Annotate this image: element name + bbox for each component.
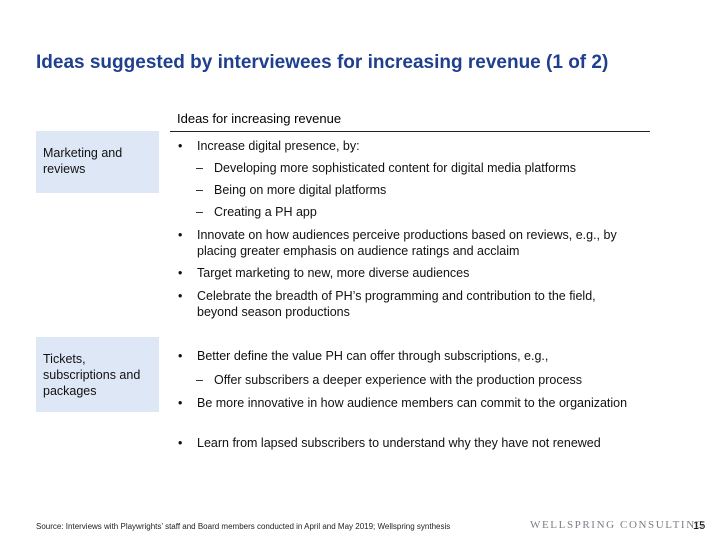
sub-bullet-text: Creating a PH app bbox=[214, 205, 317, 219]
sub-bullet-item: – Creating a PH app bbox=[196, 204, 646, 220]
column-header-rule bbox=[170, 131, 650, 132]
column-header: Ideas for increasing revenue bbox=[177, 111, 342, 126]
category-marketing-and-reviews: Marketing and reviews bbox=[36, 131, 159, 193]
dash-marker: – bbox=[196, 373, 203, 387]
bullet-marker: • bbox=[178, 139, 183, 153]
bullet-text: Innovate on how audiences perceive produ… bbox=[197, 228, 617, 258]
sub-bullet-text: Offer subscribers a deeper experience wi… bbox=[214, 373, 583, 387]
sub-bullet-item: – Developing more sophisticated content … bbox=[196, 160, 646, 176]
bullet-text: Increase digital presence, by: bbox=[197, 139, 360, 153]
bullet-item: • Increase digital presence, by: bbox=[178, 138, 638, 154]
company-logo: WELLSPRING CONSULTING bbox=[530, 519, 706, 531]
bullet-marker: • bbox=[178, 436, 183, 450]
bullet-marker: • bbox=[178, 349, 183, 363]
page-number: 15 bbox=[693, 520, 706, 532]
bullet-item: • Target marketing to new, more diverse … bbox=[178, 265, 638, 281]
sub-bullet-text: Developing more sophisticated content fo… bbox=[214, 161, 576, 175]
bullet-text: Be more innovative in how audience membe… bbox=[197, 396, 628, 410]
bullet-item: • Be more innovative in how audience mem… bbox=[178, 395, 638, 411]
dash-marker: – bbox=[196, 183, 203, 197]
dash-marker: – bbox=[196, 205, 203, 219]
category-tickets-subscriptions-packages: Tickets, subscriptions and packages bbox=[36, 337, 159, 412]
bullet-item: • Learn from lapsed subscribers to under… bbox=[178, 435, 638, 451]
bullet-item: • Celebrate the breadth of PH’s programm… bbox=[178, 288, 638, 320]
bullet-marker: • bbox=[178, 396, 183, 410]
bullet-text: Target marketing to new, more diverse au… bbox=[197, 266, 470, 280]
page-title: Ideas suggested by interviewees for incr… bbox=[36, 52, 609, 73]
bullet-text: Better define the value PH can offer thr… bbox=[197, 349, 549, 363]
bullet-marker: • bbox=[178, 228, 183, 242]
sub-bullet-item: – Being on more digital platforms bbox=[196, 182, 646, 198]
source-note: Source: Interviews with Playwrights’ sta… bbox=[36, 522, 451, 531]
sub-bullet-item: – Offer subscribers a deeper experience … bbox=[196, 372, 646, 388]
sub-bullet-text: Being on more digital platforms bbox=[214, 183, 387, 197]
bullet-item: • Better define the value PH can offer t… bbox=[178, 348, 638, 364]
bullet-text: Celebrate the breadth of PH’s programmin… bbox=[197, 289, 596, 319]
dash-marker: – bbox=[196, 161, 203, 175]
bullet-marker: • bbox=[178, 266, 183, 280]
bullet-item: • Innovate on how audiences perceive pro… bbox=[178, 227, 638, 259]
bullet-marker: • bbox=[178, 289, 183, 303]
bullet-text: Learn from lapsed subscribers to underst… bbox=[197, 436, 601, 450]
